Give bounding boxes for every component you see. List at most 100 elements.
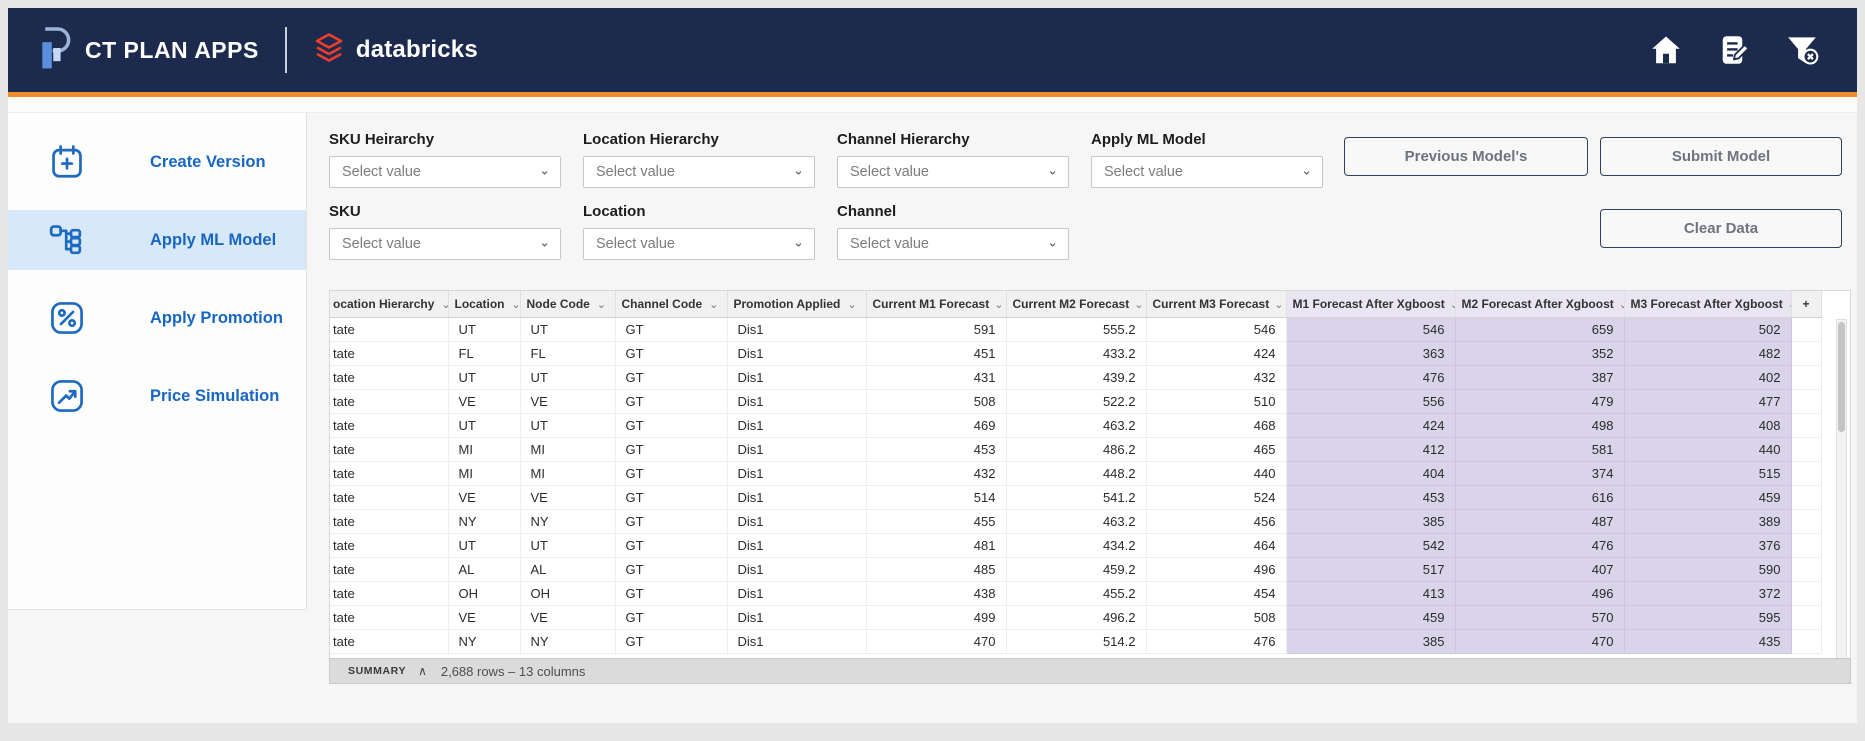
- location-hierarchy-select[interactable]: Select value ⌄: [583, 156, 815, 188]
- home-icon[interactable]: [1647, 31, 1685, 69]
- table-cell: 556: [1286, 389, 1456, 414]
- table-cell: GT: [615, 605, 728, 630]
- filter-row-1: SKU Heirarchy Select value ⌄ Location Hi…: [329, 131, 1323, 188]
- table-row: tate OH OH GT Dis1 438 455.2 454 413 496 372: [330, 581, 1822, 606]
- column-header[interactable]: Location ⌄: [448, 291, 521, 318]
- table-cell: tate: [330, 317, 449, 342]
- column-header[interactable]: Node Code ⌄: [520, 291, 616, 318]
- table-cell: 465: [1146, 437, 1287, 462]
- column-menu-icon[interactable]: ⌄: [994, 298, 1004, 311]
- table-cell: 438: [866, 581, 1007, 606]
- column-header[interactable]: M1 Forecast After Xgboost ⌄: [1286, 291, 1456, 318]
- table-cell: 555.2: [1006, 317, 1147, 342]
- table-cell: 541.2: [1006, 485, 1147, 510]
- table-cell: Dis1: [727, 605, 867, 630]
- notes-icon[interactable]: [1715, 31, 1753, 69]
- table-cell: Dis1: [727, 389, 867, 414]
- sidebar-item-apply-promotion[interactable]: Apply Promotion: [8, 288, 306, 348]
- ct-plan-logo-icon: [35, 24, 73, 77]
- sku-select[interactable]: Select value ⌄: [329, 228, 561, 260]
- table-cell: Dis1: [727, 485, 867, 510]
- table-cell: tate: [330, 461, 449, 486]
- table-row: tate FL FL GT Dis1 451 433.2 424 363 352 482: [330, 341, 1822, 366]
- chevron-down-icon: ⌄: [1047, 162, 1058, 178]
- column-menu-icon[interactable]: ⌄: [596, 298, 607, 311]
- column-menu-icon[interactable]: ⌄: [441, 299, 447, 311]
- scrollbar-thumb[interactable]: [1838, 322, 1845, 432]
- column-menu-icon[interactable]: ⌄: [709, 298, 719, 311]
- add-column-header[interactable]: +: [1791, 291, 1822, 318]
- column-header[interactable]: Current M1 Forecast ⌄: [866, 291, 1007, 318]
- column-label: Node Code: [526, 296, 590, 311]
- table-cell: tate: [330, 485, 449, 510]
- column-menu-icon[interactable]: ⌄: [1619, 299, 1623, 311]
- sidebar-item-apply-ml-model[interactable]: Apply ML Model: [8, 210, 306, 270]
- table-cell: GT: [615, 461, 728, 486]
- summary-bar: SUMMARY ∧ 2,688 rows – 13 columns: [329, 658, 1851, 684]
- column-menu-icon[interactable]: ⌄: [1788, 299, 1790, 311]
- sidebar-item-create-version[interactable]: Create Version: [8, 132, 306, 192]
- table-cell: 498: [1455, 413, 1625, 438]
- table-cell: 510: [1146, 389, 1287, 414]
- column-label: Current M3 Forecast: [1152, 296, 1270, 311]
- table-cell: NY: [520, 629, 616, 654]
- table-cell: GT: [615, 509, 728, 534]
- table-cell: 470: [1455, 629, 1625, 654]
- table-cell: 476: [1455, 533, 1625, 558]
- table-cell: 431: [866, 365, 1007, 390]
- column-header[interactable]: Current M3 Forecast ⌄: [1146, 291, 1287, 318]
- column-header[interactable]: M3 Forecast After Xgboost ⌄: [1624, 291, 1792, 318]
- column-header[interactable]: ocation Hierarchy ⌄: [330, 291, 449, 318]
- table-row: tate UT UT GT Dis1 469 463.2 468 424 498 408: [330, 413, 1822, 438]
- column-header[interactable]: Promotion Applied ⌄: [727, 291, 867, 318]
- table-row: tate MI MI GT Dis1 432 448.2 440 404 374 515: [330, 461, 1822, 486]
- table-vertical-scrollbar[interactable]: [1836, 319, 1847, 658]
- table-cell: GT: [615, 341, 728, 366]
- table-cell: 487: [1455, 509, 1625, 534]
- table-cell: 434.2: [1006, 533, 1147, 558]
- column-menu-icon[interactable]: ⌄: [1134, 298, 1144, 311]
- table-cell: [1791, 557, 1822, 582]
- column-header[interactable]: Channel Code ⌄: [615, 291, 728, 318]
- table-cell: GT: [615, 485, 728, 510]
- filter-apply-ml-model: Apply ML Model Select value ⌄: [1091, 131, 1323, 188]
- clear-filter-icon[interactable]: [1783, 31, 1821, 69]
- collapse-icon[interactable]: ∧: [418, 664, 427, 678]
- sku-heirarchy-select[interactable]: Select value ⌄: [329, 156, 561, 188]
- table-cell: tate: [330, 629, 449, 654]
- table-cell: 387: [1455, 365, 1625, 390]
- column-menu-icon[interactable]: ⌄: [511, 298, 520, 311]
- table-cell: 542: [1286, 533, 1456, 558]
- table-cell: 352: [1455, 341, 1625, 366]
- table-cell: [1791, 413, 1822, 438]
- table-cell: tate: [330, 413, 449, 438]
- apply-ml-model-select[interactable]: Select value ⌄: [1091, 156, 1323, 188]
- table-cell: 459: [1624, 485, 1792, 510]
- column-header[interactable]: Current M2 Forecast ⌄: [1006, 291, 1147, 318]
- table-cell: 440: [1624, 437, 1792, 462]
- column-menu-icon[interactable]: ⌄: [1450, 299, 1454, 311]
- databricks-logo-icon: [313, 30, 345, 71]
- column-menu-icon[interactable]: ⌄: [847, 298, 857, 311]
- table-cell: VE: [520, 605, 616, 630]
- column-header[interactable]: M2 Forecast After Xgboost ⌄: [1455, 291, 1625, 318]
- sidebar-item-price-simulation[interactable]: Price Simulation: [8, 366, 306, 426]
- data-table: ocation Hierarchy⌄Location⌄Node Code⌄Cha…: [330, 291, 1822, 654]
- table-cell: UT: [448, 365, 521, 390]
- databricks-wordmark: databricks: [355, 36, 478, 63]
- table-cell: [1791, 389, 1822, 414]
- table-cell: UT: [520, 365, 616, 390]
- channel-hierarchy-select[interactable]: Select value ⌄: [837, 156, 1069, 188]
- location-select[interactable]: Select value ⌄: [583, 228, 815, 260]
- table-cell: 485: [866, 557, 1007, 582]
- table-cell: 496: [1455, 581, 1625, 606]
- table-cell: 404: [1286, 461, 1456, 486]
- table-cell: tate: [330, 533, 449, 558]
- clear-data-button[interactable]: Clear Data: [1600, 209, 1842, 248]
- column-menu-icon[interactable]: ⌄: [1274, 298, 1284, 311]
- table-cell: 522.2: [1006, 389, 1147, 414]
- table-cell: OH: [448, 581, 521, 606]
- previous-models-button[interactable]: Previous Model's: [1344, 137, 1588, 176]
- channel-select[interactable]: Select value ⌄: [837, 228, 1069, 260]
- submit-model-button[interactable]: Submit Model: [1600, 137, 1842, 176]
